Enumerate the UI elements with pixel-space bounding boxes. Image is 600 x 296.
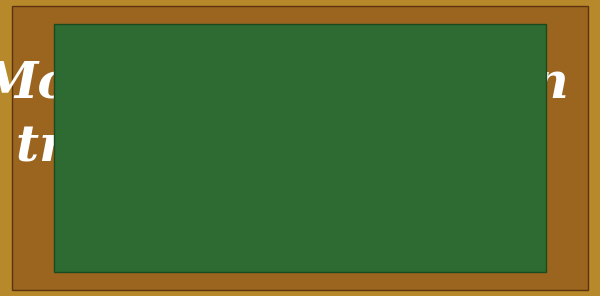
Text: trifluoride (BF₃) is: trifluoride (BF₃) is bbox=[16, 123, 535, 173]
Text: 67.804 g/mol: 67.804 g/mol bbox=[92, 193, 459, 242]
Text: Molar mass of Boron: Molar mass of Boron bbox=[0, 59, 569, 108]
